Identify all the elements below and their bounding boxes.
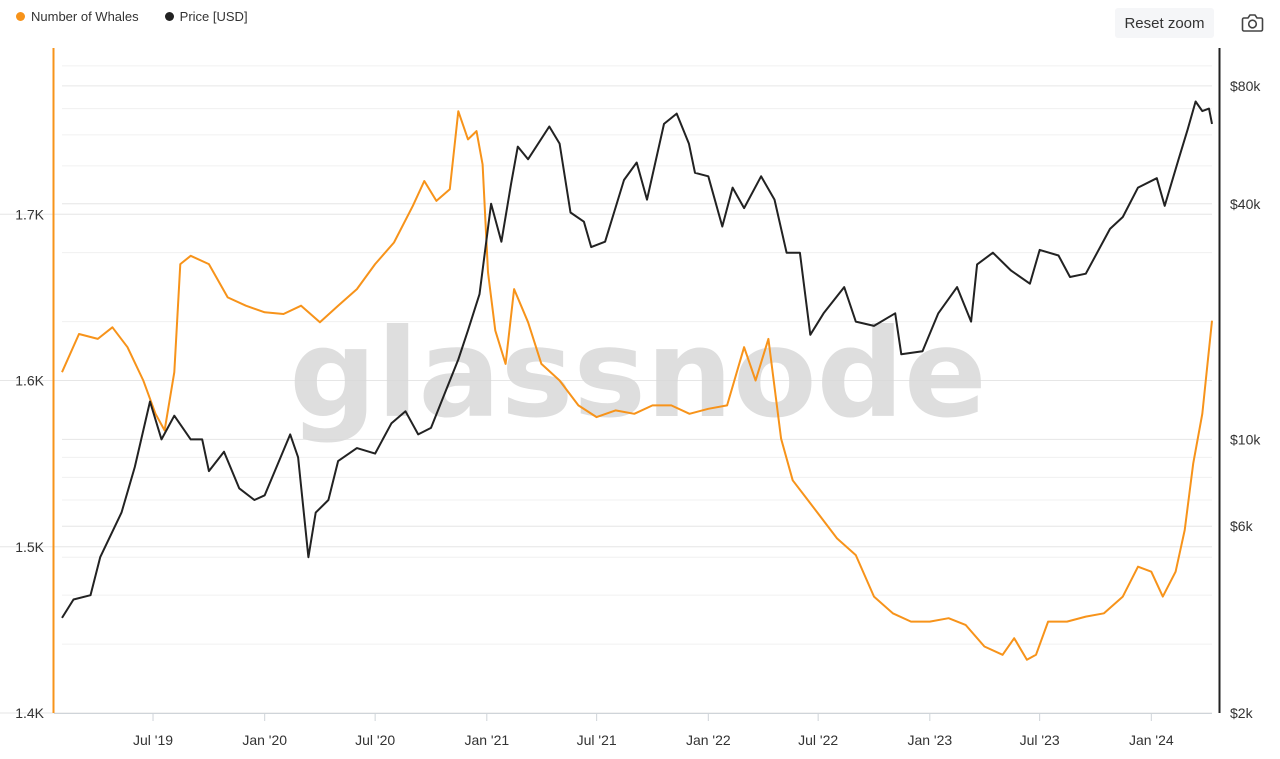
x-axis-tick-label: Jul '19 — [133, 732, 173, 748]
watermark: glassnode — [289, 303, 986, 445]
x-axis-tick-label: Jan '23 — [907, 732, 952, 748]
right-axis-tick-label: $2k — [1230, 705, 1254, 721]
left-axis-tick-label: 1.7K — [15, 206, 44, 222]
left-axis-tick-label: 1.5K — [15, 539, 44, 555]
legend-label-whales: Number of Whales — [31, 9, 139, 24]
x-axis-tick-label: Jul '22 — [798, 732, 838, 748]
x-axis-tick-label: Jan '22 — [686, 732, 731, 748]
right-axis-tick-label: $6k — [1230, 518, 1254, 534]
right-axis-tick-label: $80k — [1230, 78, 1261, 94]
x-axis-tick-label: Jan '20 — [242, 732, 287, 748]
right-axis-tick-label: $10k — [1230, 431, 1261, 447]
right-axis-tick-label: $40k — [1230, 196, 1261, 212]
series-line-price — [61, 100, 1213, 619]
x-axis-tick-label: Jan '24 — [1129, 732, 1174, 748]
x-axis-tick-label: Jul '20 — [355, 732, 395, 748]
reset-zoom-button[interactable]: Reset zoom — [1115, 8, 1214, 38]
left-axis-tick-label: 1.6K — [15, 373, 44, 389]
x-axis-tick-label: Jan '21 — [464, 732, 509, 748]
legend-item-price[interactable]: Price [USD] — [164, 9, 248, 24]
camera-icon[interactable] — [1239, 11, 1265, 35]
legend-marker-price — [164, 12, 174, 21]
legend-marker-whales — [16, 12, 25, 21]
left-axis-tick-label: 1.4K — [15, 705, 44, 721]
chart-legend: Number of Whales Price [USD] — [16, 9, 248, 24]
legend-item-whales[interactable]: Number of Whales — [16, 9, 139, 24]
series-line-whales — [61, 110, 1213, 661]
legend-label-price: Price [USD] — [179, 9, 248, 24]
x-axis-tick-label: Jul '23 — [1020, 732, 1060, 748]
x-axis-tick-label: Jul '21 — [577, 732, 617, 748]
